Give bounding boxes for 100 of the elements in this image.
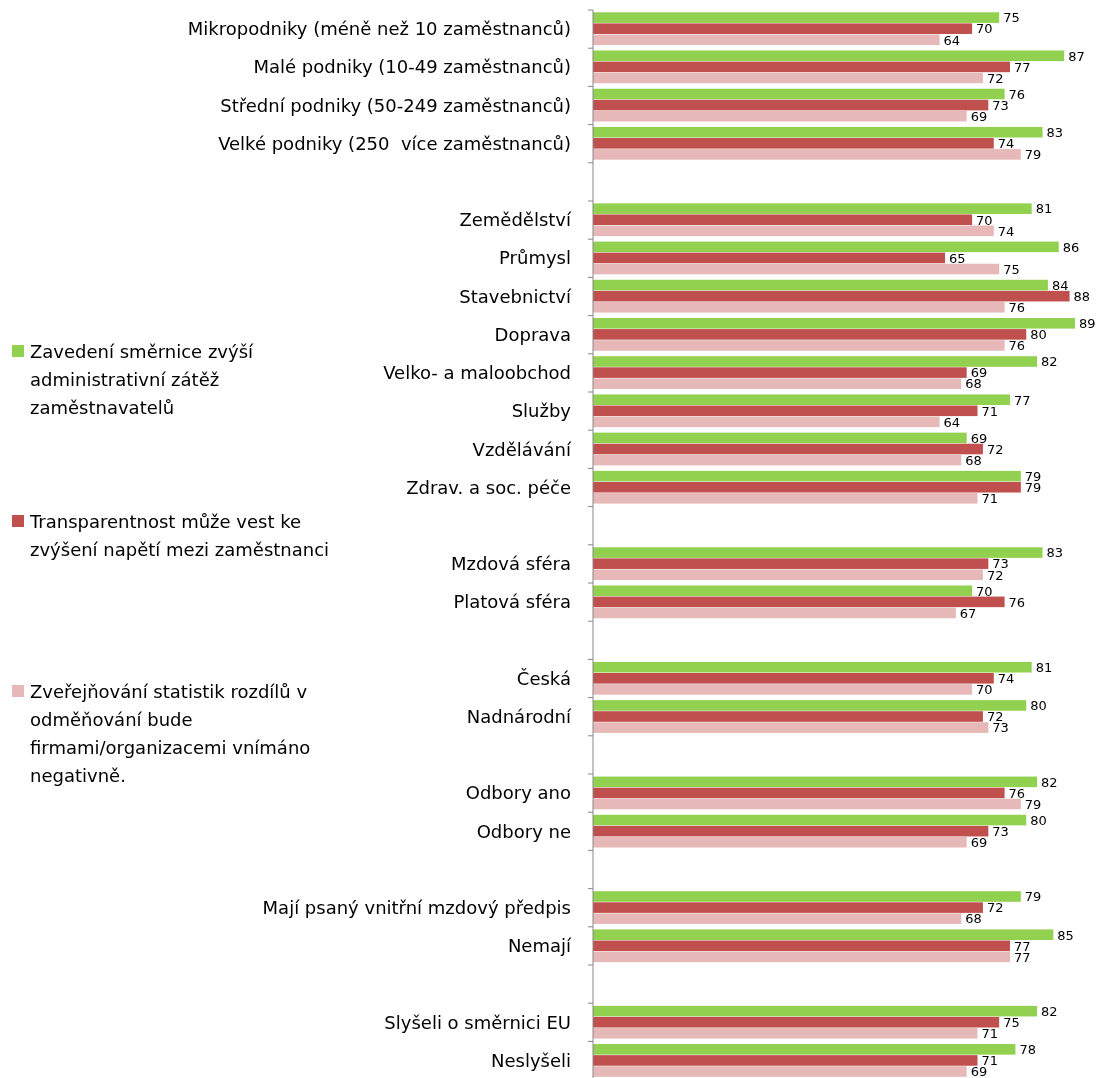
y-tick-label: Odbory ano	[465, 782, 571, 804]
y-tick-label: Střední podniky (50-249 zaměstnanců)	[220, 94, 571, 116]
bar	[593, 1044, 1016, 1055]
legend-label: Transparentnost může vest ke zvýšení napětí mezi zaměstnanci	[29, 511, 330, 560]
data-label: 74	[997, 136, 1015, 152]
data-label: 79	[1024, 796, 1042, 812]
data-label: 70	[976, 583, 993, 599]
data-label: 64	[943, 32, 961, 48]
y-tick-label: Mají psaný vnitřní mzdový předpis	[262, 897, 571, 919]
data-label: 70	[976, 682, 993, 698]
bar	[593, 684, 973, 695]
bar	[593, 661, 1032, 673]
bar	[593, 72, 983, 84]
bar	[593, 378, 962, 389]
bar	[593, 722, 989, 733]
y-tick-label: Odbory ne	[476, 820, 571, 842]
bar	[593, 340, 1005, 351]
y-tick-label: Velko- a maloobchod	[383, 362, 571, 384]
data-label: 67	[959, 605, 977, 621]
data-label: 72	[986, 900, 1004, 916]
y-tick-label: Nemají	[507, 935, 572, 957]
bar	[593, 356, 1038, 367]
data-label: 64	[943, 414, 961, 430]
y-tick-label: Služby	[511, 400, 572, 422]
bar	[593, 61, 1011, 73]
data-label: 79	[1024, 147, 1042, 163]
bar	[593, 443, 983, 455]
y-tick-label: Malé podniky (10-49 zaměstnanců)	[253, 56, 571, 78]
data-label: 74	[997, 223, 1015, 239]
bar	[593, 951, 1011, 963]
bar	[593, 825, 989, 837]
data-label: 75	[1003, 261, 1020, 277]
data-label: 70	[976, 21, 993, 37]
legend-label: Zveřejňování statistik rozdílů v odměňování bude firmami/organizacemi vnímáno negativně.	[30, 681, 311, 786]
data-label: 83	[1046, 545, 1064, 561]
data-label: 81	[1035, 660, 1053, 676]
data-label: 71	[981, 1026, 999, 1042]
bar	[593, 596, 1005, 608]
bar	[593, 225, 994, 237]
data-label: 72	[986, 441, 1004, 457]
data-label: 76	[1008, 86, 1026, 102]
y-tick-label: Platová sféra	[453, 591, 571, 613]
data-label: 75	[1003, 10, 1020, 26]
data-label: 74	[997, 671, 1015, 687]
data-label: 76	[1008, 338, 1026, 354]
bar	[593, 558, 989, 569]
y-tick-label: Doprava	[494, 323, 571, 345]
y-tick-label: Zemědělství	[459, 209, 572, 231]
bar	[593, 416, 940, 428]
bar	[593, 836, 967, 848]
data-label: 81	[1035, 201, 1053, 217]
data-label: 68	[965, 911, 982, 927]
bar	[593, 547, 1043, 558]
data-label: 73	[992, 823, 1009, 839]
data-label: 85	[1057, 927, 1074, 943]
y-tick-label: Vzdělávání	[472, 438, 572, 460]
data-label: 68	[965, 452, 982, 468]
bar	[593, 585, 973, 597]
y-tick-label: Průmysl	[499, 247, 571, 269]
bar	[593, 88, 1005, 100]
bar	[593, 263, 1000, 275]
bar	[593, 787, 1005, 799]
bar	[593, 50, 1065, 62]
y-tick-label: Neslyšeli	[490, 1049, 571, 1071]
bar	[593, 711, 983, 722]
bar	[593, 1005, 1038, 1017]
bar	[593, 126, 1043, 138]
y-tick-label: Nadnárodní	[466, 706, 572, 728]
bar	[593, 367, 967, 378]
bar	[593, 203, 1032, 214]
bar	[593, 470, 1021, 482]
data-label: 82	[1041, 774, 1058, 790]
bar	[593, 23, 973, 34]
bar	[593, 569, 983, 581]
bar	[593, 1055, 978, 1066]
data-label: 77	[1014, 59, 1031, 75]
bar	[593, 279, 1048, 291]
y-tick-label: Zdrav. a soc. péče	[406, 476, 571, 498]
bar	[593, 493, 978, 504]
bar	[593, 673, 994, 684]
data-label: 80	[1030, 698, 1047, 714]
bar	[593, 252, 946, 264]
data-label: 77	[1014, 392, 1031, 408]
data-label: 70	[976, 212, 993, 228]
bar	[593, 110, 967, 122]
data-label: 77	[1014, 938, 1031, 954]
data-label: 76	[1008, 300, 1026, 316]
data-label: 76	[1008, 785, 1026, 801]
bar	[593, 301, 1005, 313]
data-label: 75	[1003, 1015, 1020, 1031]
bar	[593, 394, 1011, 406]
bar	[593, 34, 940, 46]
y-tick-label: Stavebnictví	[459, 285, 572, 307]
bar	[593, 700, 1027, 711]
data-label: 87	[1068, 48, 1085, 64]
data-label: 69	[970, 430, 988, 446]
bar	[593, 214, 973, 226]
y-tick-label: Česká	[516, 667, 571, 689]
bar	[593, 776, 1038, 788]
data-label: 73	[992, 720, 1009, 736]
